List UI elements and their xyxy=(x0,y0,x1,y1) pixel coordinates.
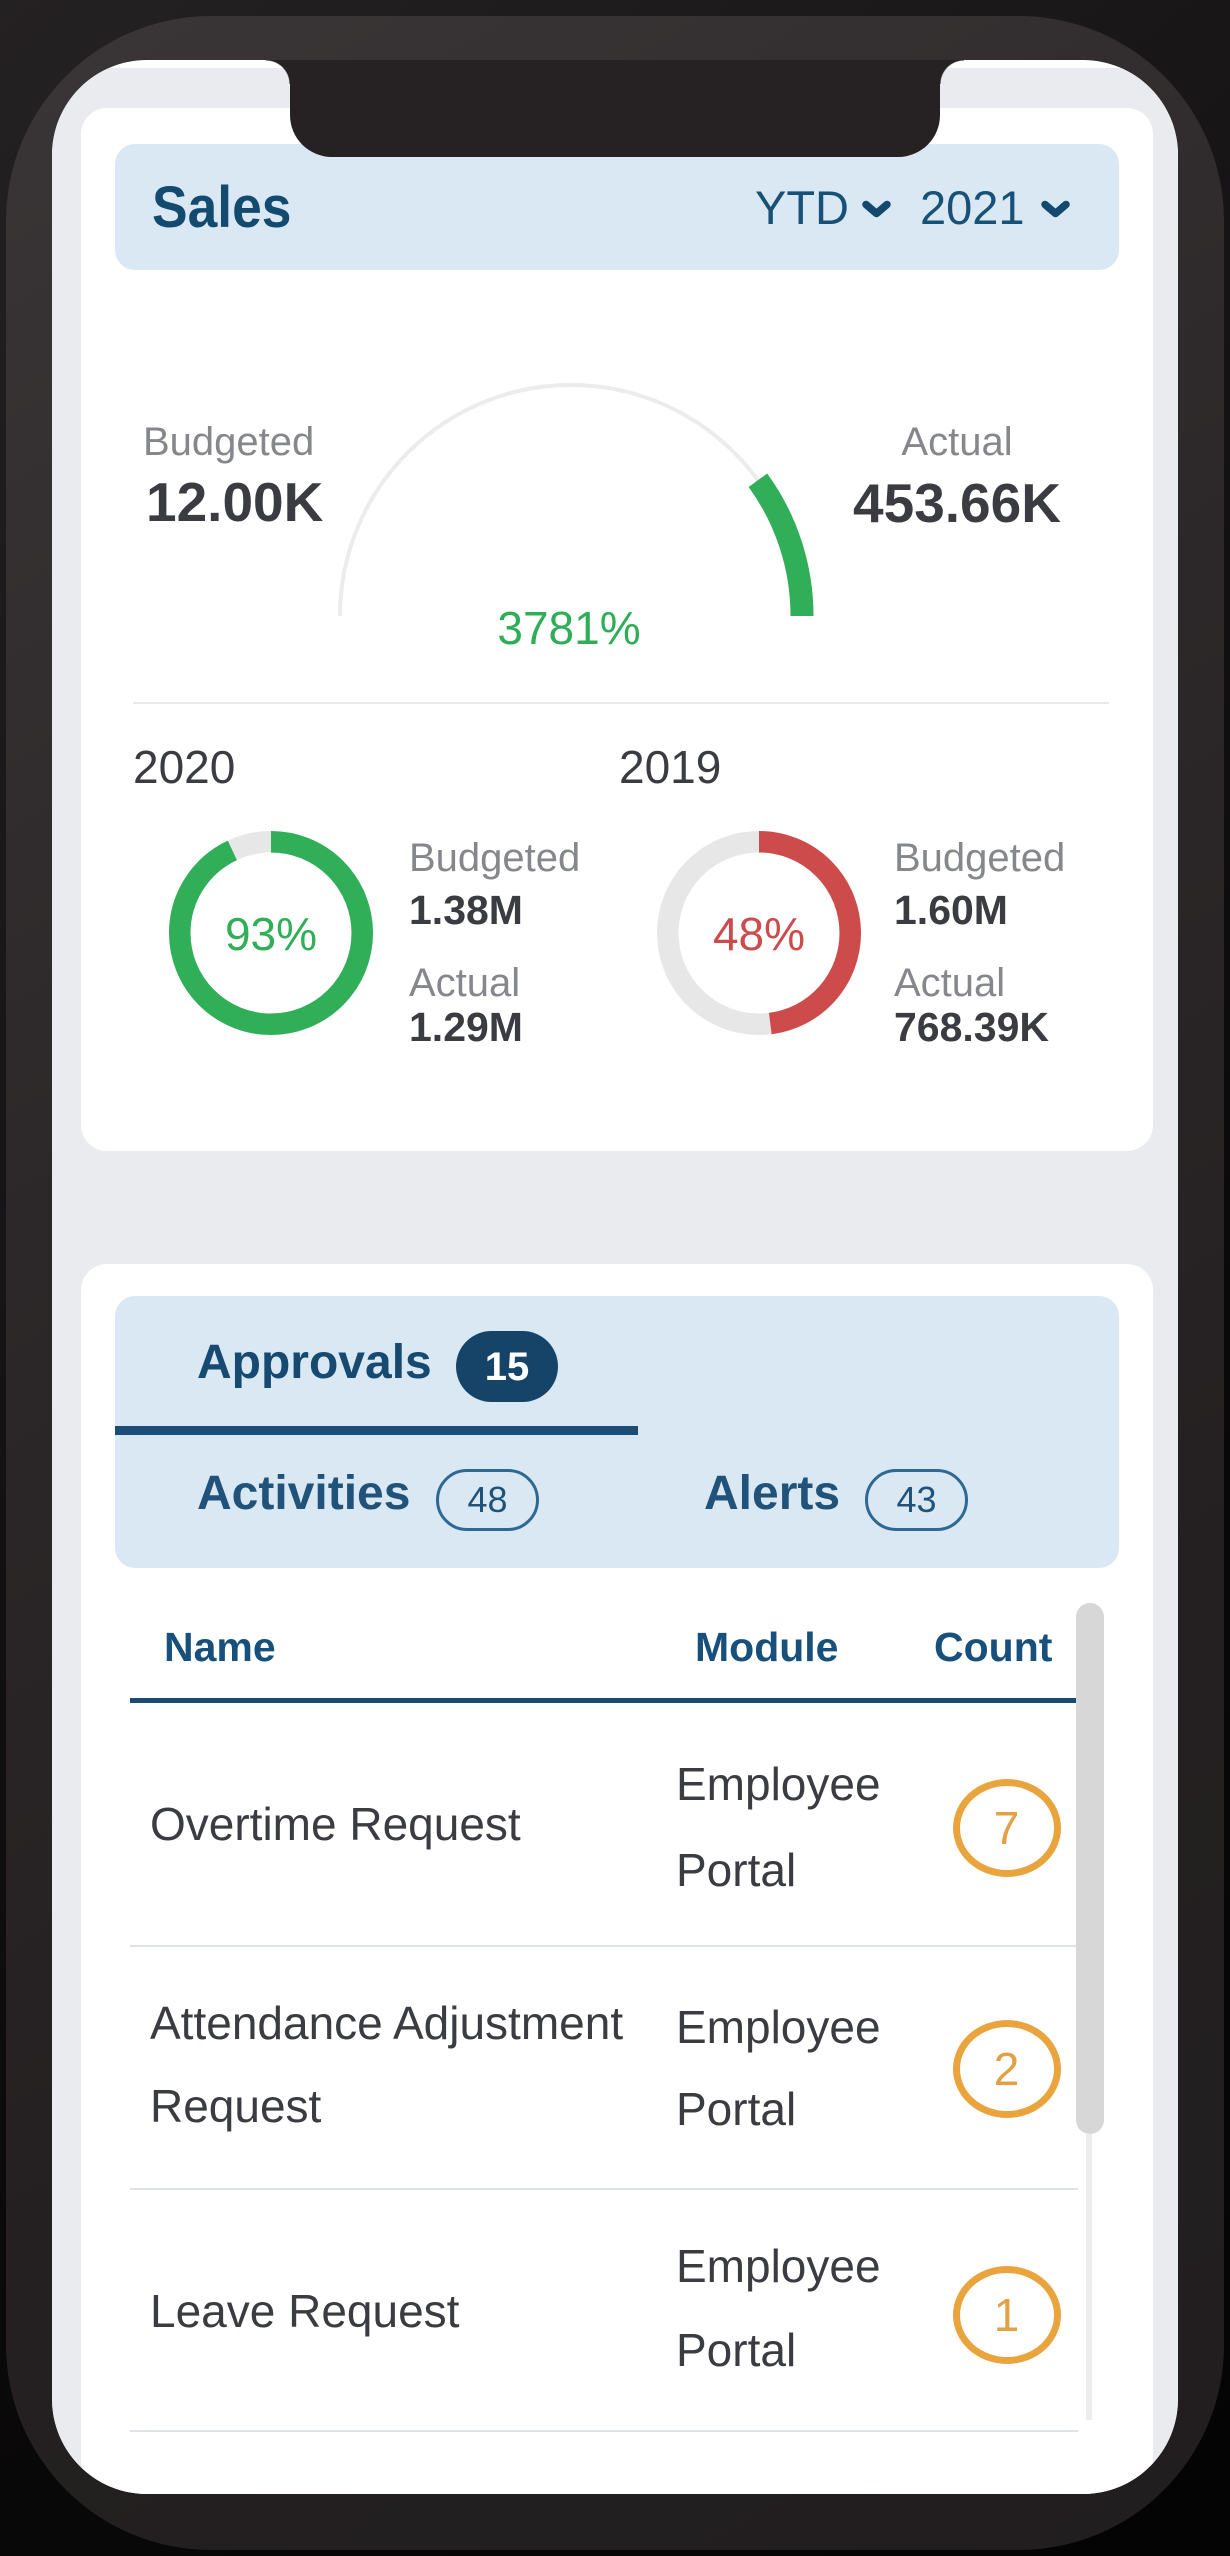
svg-text:48%: 48% xyxy=(713,908,805,960)
svg-text:93%: 93% xyxy=(225,908,317,960)
